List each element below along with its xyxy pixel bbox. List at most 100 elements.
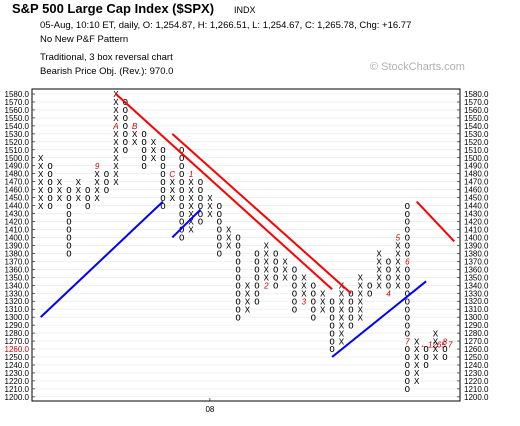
x-box: X xyxy=(38,154,44,164)
month-marker: C xyxy=(169,170,175,179)
support-line xyxy=(331,280,427,358)
x-box: X xyxy=(188,218,194,228)
o-box: O xyxy=(442,353,447,363)
o-box: O xyxy=(141,138,146,148)
left-tick-label: 1220.0 xyxy=(5,377,30,386)
left-tick-label: 1380.0 xyxy=(5,249,30,258)
x-box: X xyxy=(113,98,119,108)
x-box: X xyxy=(339,329,345,339)
o-box: O xyxy=(405,305,410,315)
x-box: X xyxy=(282,266,288,276)
x-box: X xyxy=(57,186,63,196)
o-box: O xyxy=(254,250,259,260)
left-tick-label: 1330.0 xyxy=(5,289,30,298)
left-tick-label: 1290.0 xyxy=(5,321,30,330)
x-box: X xyxy=(38,194,44,204)
x-box: X xyxy=(376,258,382,268)
o-box: O xyxy=(405,289,410,299)
o-box: O xyxy=(160,162,165,172)
x-box: X xyxy=(132,130,138,140)
o-box: O xyxy=(160,186,165,196)
x-box: X xyxy=(433,345,439,355)
month-marker: 6 xyxy=(405,258,410,267)
o-box: O xyxy=(198,178,203,188)
method-line: Traditional, 3 box reversal chart xyxy=(40,52,173,63)
o-box: O xyxy=(141,154,146,164)
o-box: O xyxy=(386,281,391,291)
left-tick-label: 1370.0 xyxy=(5,257,30,266)
x-box: X xyxy=(433,353,439,363)
left-tick-label: 1500.0 xyxy=(5,154,30,163)
x-box: X xyxy=(113,162,119,172)
o-box: O xyxy=(329,345,334,355)
x-box: X xyxy=(245,305,251,315)
o-box: O xyxy=(405,250,410,260)
o-box: O xyxy=(329,337,334,347)
o-box: O xyxy=(405,313,410,323)
o-box: O xyxy=(329,329,334,339)
o-box: O xyxy=(47,162,52,172)
left-tick-label: 1530.0 xyxy=(5,130,30,139)
left-tick-label: 1430.0 xyxy=(5,210,30,219)
x-box: X xyxy=(113,130,119,140)
x-box: X xyxy=(264,242,270,252)
right-tick-label: 1390.0 xyxy=(464,241,489,250)
x-box: X xyxy=(414,337,420,347)
o-box: O xyxy=(217,234,222,244)
o-box: O xyxy=(311,289,316,299)
left-tick-label: 1280.0 xyxy=(5,329,30,338)
pnf-columns: XXXXXXXOOOOOOXXXOOOOOOOOOXXXOOOXXXX9OOOX… xyxy=(38,90,448,395)
o-box: O xyxy=(386,258,391,268)
o-box: O xyxy=(179,178,184,188)
x-box: X xyxy=(151,154,157,164)
x-tick-label: 08 xyxy=(205,405,214,414)
o-box: O xyxy=(405,345,410,355)
month-marker: 5 xyxy=(396,234,401,243)
x-box: X xyxy=(301,274,307,284)
month-marker: 2 xyxy=(263,281,269,290)
o-box: O xyxy=(292,274,297,284)
right-tick-label: 1270.0 xyxy=(464,337,489,346)
o-box: O xyxy=(442,345,447,355)
o-box: O xyxy=(47,194,52,204)
x-box: X xyxy=(170,186,176,196)
o-box: O xyxy=(198,186,203,196)
plot-frame xyxy=(31,88,461,402)
x-box: X xyxy=(94,194,100,204)
o-box: O xyxy=(66,234,71,244)
chart-title: S&P 500 Large Cap Index ($SPX) xyxy=(12,1,214,16)
o-box: O xyxy=(217,226,222,236)
x-box: X xyxy=(414,361,420,371)
current-price-label: ←1265.7 xyxy=(420,340,453,349)
watermark: © StockCharts.com xyxy=(370,61,465,73)
o-box: O xyxy=(292,297,297,307)
o-box: O xyxy=(254,274,259,284)
support-line xyxy=(171,208,202,239)
right-tick-label: 1430.0 xyxy=(464,210,489,219)
x-box: X xyxy=(94,178,100,188)
x-box: X xyxy=(113,170,119,180)
trendlines xyxy=(40,93,456,358)
x-box: X xyxy=(376,250,382,260)
x-box: X xyxy=(38,170,44,180)
o-box: O xyxy=(348,305,353,315)
x-box: X xyxy=(264,258,270,268)
month-marker: 7 xyxy=(405,337,410,346)
o-box: O xyxy=(179,226,184,236)
quote-line: 05-Aug, 10:10 ET, daily, O: 1,254.87, H:… xyxy=(40,20,411,31)
x-box: X xyxy=(76,194,82,204)
x-box: X xyxy=(113,138,119,148)
left-tick-label: 1440.0 xyxy=(5,202,30,211)
month-marker: 4 xyxy=(386,289,391,298)
left-tick-label: 1200.0 xyxy=(5,393,30,402)
right-tick-label: 1520.0 xyxy=(464,138,489,147)
o-box: O xyxy=(405,329,410,339)
x-box: X xyxy=(170,194,176,204)
o-box: O xyxy=(273,281,278,291)
o-box: O xyxy=(179,202,184,212)
left-tick-label: 1560.0 xyxy=(5,106,30,115)
o-box: O xyxy=(405,297,410,307)
right-tick-label: 1550.0 xyxy=(464,114,489,123)
x-box: X xyxy=(301,289,307,299)
o-box: O xyxy=(367,289,372,299)
